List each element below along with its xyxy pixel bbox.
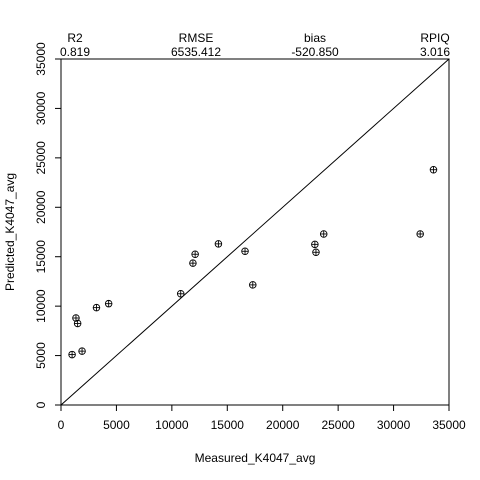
data-point xyxy=(214,240,223,248)
stat-value: 6535.412 xyxy=(171,45,221,59)
stat-name: RMSE xyxy=(179,31,214,45)
data-point xyxy=(92,303,101,312)
y-tick-label: 10000 xyxy=(34,289,48,323)
data-point xyxy=(72,314,80,322)
x-tick-label: 10000 xyxy=(155,418,189,432)
axes: 0 5000 10000 15000 20000 25000 30000 35000 0 5000… xyxy=(34,42,466,432)
data-point xyxy=(241,247,249,256)
data-point xyxy=(104,299,113,308)
data-point xyxy=(78,347,86,355)
y-tick-label: 15000 xyxy=(34,240,48,274)
y-tick-label: 20000 xyxy=(34,190,48,224)
stat-value: 0.819 xyxy=(60,45,90,59)
data-point xyxy=(176,290,185,298)
data-point xyxy=(416,230,424,238)
data-point xyxy=(429,165,438,174)
x-tick-label: 20000 xyxy=(266,418,300,432)
stat-value: 3.016 xyxy=(420,45,450,59)
data-point xyxy=(189,259,197,267)
y-axis-label: Predicted_K4047_avg xyxy=(3,173,17,291)
x-tick-label: 0 xyxy=(58,418,65,432)
data-point xyxy=(312,248,320,257)
x-axis-label: Measured_K4047_avg xyxy=(195,451,316,465)
y-tick-label: 30000 xyxy=(34,91,48,125)
x-tick-label: 30000 xyxy=(377,418,411,432)
stat-name: RPIQ xyxy=(420,31,449,45)
data-point xyxy=(311,240,319,249)
stat-value: -520.850 xyxy=(291,45,339,59)
one-to-one-line xyxy=(60,58,450,406)
data-point xyxy=(249,281,257,289)
x-tick-label: 15000 xyxy=(211,418,245,432)
y-tick-label: 35000 xyxy=(34,42,48,76)
x-tick-label: 25000 xyxy=(321,418,355,432)
points xyxy=(68,165,438,359)
data-point xyxy=(68,350,76,359)
x-tick-label: 35000 xyxy=(432,418,466,432)
data-point xyxy=(319,230,328,238)
x-tick-label: 5000 xyxy=(103,418,130,432)
y-tick-label: 25000 xyxy=(34,141,48,175)
y-tick-label: 5000 xyxy=(34,342,48,369)
data-point xyxy=(191,250,199,258)
stat-name: bias xyxy=(304,31,326,45)
stat-name: R2 xyxy=(67,31,83,45)
data-point xyxy=(73,319,82,328)
y-tick-label: 0 xyxy=(34,401,48,408)
